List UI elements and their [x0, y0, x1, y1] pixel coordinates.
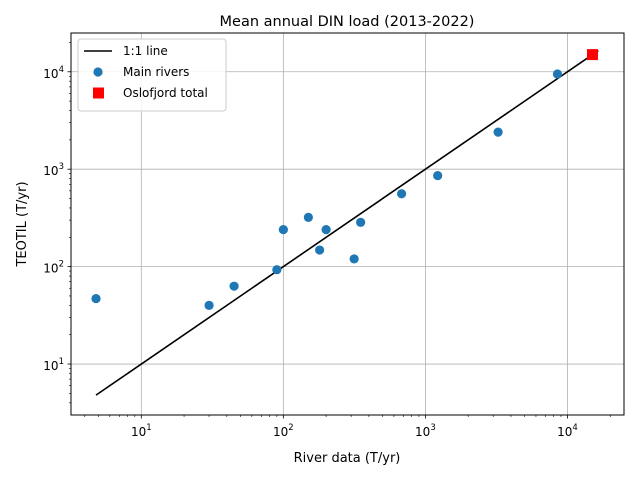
y-tick-label: 103: [43, 162, 64, 178]
river-point: [356, 217, 366, 227]
legend-label: Main rivers: [123, 65, 189, 79]
river-point: [272, 265, 282, 275]
legend-swatch-circle: [93, 67, 103, 77]
y-axis-title: TEOTIL (T/yr): [15, 181, 30, 267]
river-point: [229, 281, 239, 291]
x-axis-ticks: 101 102 103 104: [84, 415, 611, 439]
y-tick-label: 101: [43, 357, 64, 373]
x-tick-label: 104: [557, 423, 578, 439]
river-point: [321, 224, 331, 235]
legend-swatch-square: [93, 87, 104, 99]
river-point: [552, 69, 563, 79]
grid: [71, 33, 624, 415]
river-point: [349, 254, 359, 264]
river-point: [91, 293, 101, 304]
x-tick-label: 103: [415, 423, 436, 439]
legend-box: [77, 38, 227, 112]
x-tick-label: 102: [273, 423, 294, 439]
chart-title: Mean annual DIN load (2013-2022): [220, 14, 475, 30]
x-tick-label: 101: [131, 423, 152, 439]
one-to-one-line: [95, 49, 599, 396]
river-point: [397, 189, 407, 199]
plot-frame: [70, 32, 625, 416]
y-tick-label: 104: [43, 65, 64, 81]
river-point: [433, 170, 443, 181]
oslofjord-total-point: [586, 49, 598, 61]
river-point: [493, 127, 503, 137]
river-point: [278, 224, 288, 235]
river-point: [204, 300, 214, 310]
y-axis-ticks: 101 102 103 104: [43, 42, 71, 404]
river-point: [303, 212, 313, 223]
river-point: [315, 245, 325, 255]
x-axis-title: River data (T/yr): [294, 451, 401, 466]
data-layer: [91, 49, 599, 396]
legend-label: 1:1 line: [123, 44, 168, 58]
legend-label: Oslofjord total: [123, 86, 208, 100]
y-tick-label: 102: [43, 260, 64, 276]
legend: 1:1 line Main rivers Oslofjord total: [77, 38, 227, 112]
